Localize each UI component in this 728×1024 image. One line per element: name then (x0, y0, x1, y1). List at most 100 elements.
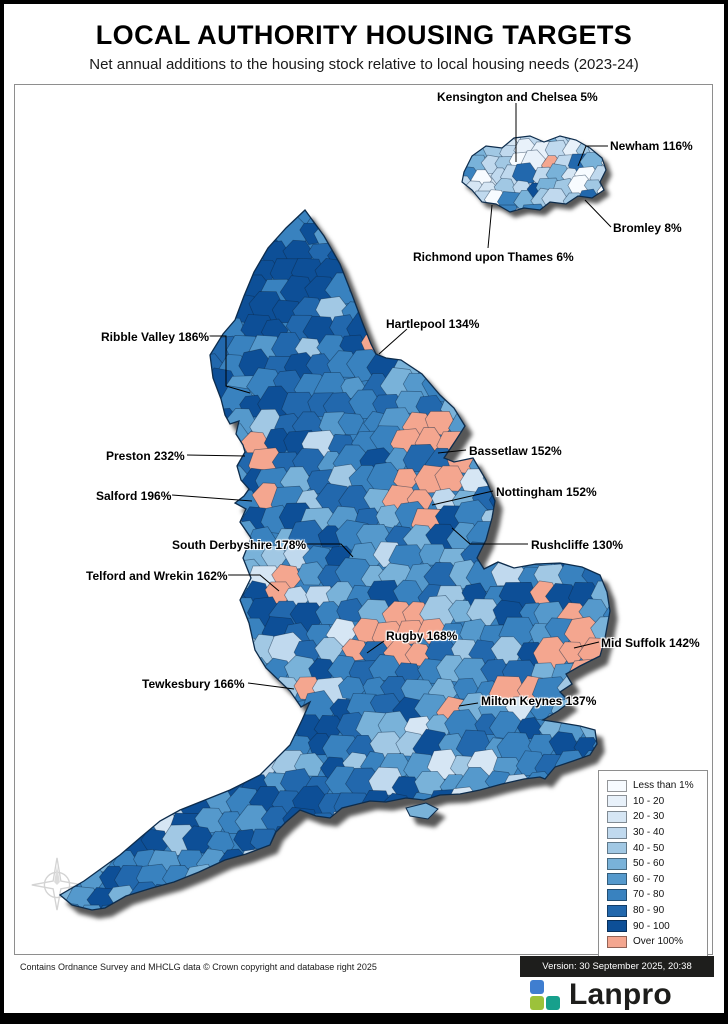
district-polygon (439, 887, 471, 910)
district-polygon (415, 886, 447, 910)
district-polygon (347, 210, 384, 229)
district-polygon (60, 239, 98, 271)
district-polygon (157, 210, 195, 211)
district-polygon (336, 210, 369, 211)
district-polygon (60, 596, 66, 630)
district-polygon (313, 210, 353, 215)
district-polygon (105, 277, 136, 302)
district-polygon (517, 337, 547, 364)
district-polygon (174, 388, 206, 416)
district-polygon (555, 905, 592, 910)
district-polygon (336, 222, 366, 249)
district-polygon (60, 865, 62, 894)
district-polygon (576, 124, 594, 133)
district-polygon (24, 864, 44, 895)
district-polygon (241, 210, 274, 226)
district-polygon (486, 824, 525, 858)
district-polygon (81, 770, 115, 800)
district-polygon (610, 205, 612, 219)
district-polygon (63, 619, 97, 649)
district-polygon (122, 298, 150, 319)
district-polygon (492, 204, 521, 212)
district-polygon (60, 313, 100, 345)
district-polygon (60, 733, 76, 765)
district-polygon (355, 942, 393, 956)
district-polygon (238, 922, 275, 954)
district-polygon (24, 260, 43, 288)
district-polygon (60, 749, 67, 781)
district-polygon (150, 928, 180, 951)
district-polygon (105, 695, 138, 718)
district-polygon (60, 845, 74, 874)
district-polygon (24, 409, 38, 434)
district-polygon (545, 883, 584, 910)
district-polygon (33, 196, 59, 209)
district-polygon (462, 194, 478, 212)
district-polygon (558, 942, 585, 956)
district-polygon (480, 393, 516, 422)
district-polygon (70, 673, 104, 702)
district-polygon (526, 771, 555, 795)
district-polygon (68, 708, 107, 741)
district-polygon (203, 442, 242, 476)
district-polygon (453, 274, 491, 308)
district-polygon (288, 824, 329, 857)
district-polygon (273, 943, 303, 957)
district-polygon (456, 124, 478, 134)
district-polygon (382, 254, 417, 284)
district-polygon (585, 222, 610, 245)
page-title: LOCAL AUTHORITY HOUSING TARGETS (95, 20, 633, 50)
district-polygon (462, 191, 467, 212)
district-polygon (183, 750, 220, 781)
district-polygon (460, 356, 489, 381)
district-polygon (138, 751, 176, 784)
callout-nottingham: Nottingham 152% (496, 485, 597, 499)
district-polygon (62, 277, 98, 307)
district-polygon (60, 541, 74, 574)
district-polygon (209, 943, 239, 956)
district-polygon (531, 124, 558, 135)
district-polygon (174, 696, 208, 726)
district-polygon (60, 518, 87, 552)
district-polygon (383, 196, 416, 209)
district-polygon (590, 504, 610, 534)
district-polygon (273, 210, 308, 212)
district-polygon (60, 349, 94, 378)
district-polygon (194, 730, 232, 762)
district-polygon (260, 924, 294, 950)
district-polygon (480, 136, 502, 147)
district-polygon (233, 693, 274, 727)
district-polygon (104, 210, 141, 229)
district-polygon (207, 865, 238, 892)
logo-square-green (530, 996, 544, 1010)
district-polygon (120, 259, 150, 285)
district-polygon (72, 941, 109, 956)
district-polygon (60, 562, 63, 589)
district-polygon (609, 167, 612, 185)
district-polygon (469, 333, 500, 359)
district-polygon (155, 747, 195, 783)
london-outline (461, 135, 607, 213)
district-polygon (349, 848, 385, 879)
district-polygon (142, 906, 175, 910)
district-polygon (569, 315, 599, 341)
district-polygon (60, 337, 82, 362)
district-polygon (270, 864, 301, 889)
district-polygon (290, 863, 329, 897)
district-polygon (469, 410, 502, 437)
district-polygon (186, 906, 214, 910)
district-polygon (149, 275, 181, 303)
district-polygon (125, 210, 166, 229)
district-polygon (434, 927, 468, 954)
district-polygon (491, 218, 527, 250)
district-polygon (306, 849, 334, 872)
district-polygon (143, 528, 171, 550)
district-polygon (248, 864, 281, 892)
district-polygon (24, 297, 45, 326)
district-polygon (97, 792, 131, 817)
district-polygon (524, 316, 559, 344)
district-polygon (205, 900, 244, 910)
district-polygon (24, 468, 46, 490)
district-polygon (565, 277, 601, 308)
district-polygon (447, 219, 486, 252)
